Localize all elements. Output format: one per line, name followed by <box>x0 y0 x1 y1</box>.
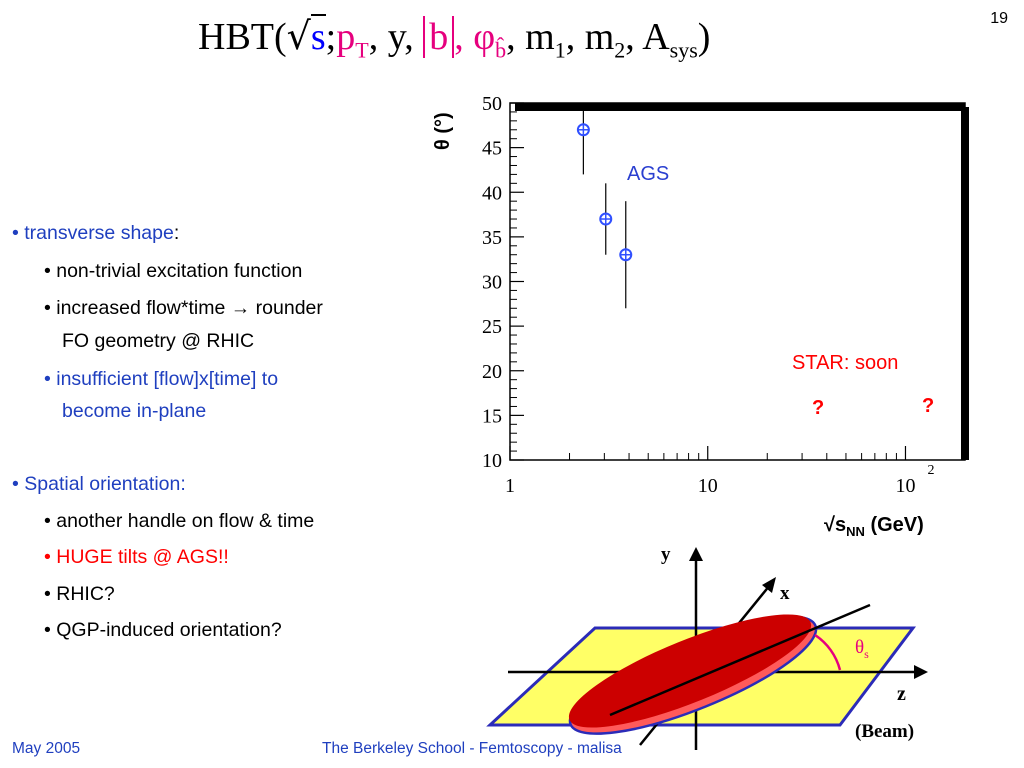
bullet-text: • increased flow*time <box>44 297 231 319</box>
y-tick-label: 40 <box>482 182 502 204</box>
y-tick-label: 15 <box>482 405 502 427</box>
footer-date: May 2005 <box>12 740 81 757</box>
formula-m1-sub: 1 <box>554 37 566 63</box>
tilt-axis <box>609 603 871 717</box>
x-tick-label: 10 <box>895 475 915 497</box>
data-points <box>576 103 633 309</box>
diagram-y-label: y <box>661 544 671 565</box>
formula-a-sub: sys <box>669 37 698 63</box>
diagram-x-label: x <box>780 583 790 604</box>
bullet-text: • transverse shape <box>12 222 174 244</box>
formula-rest1: , y, <box>368 16 414 58</box>
x-tick-label: 1 <box>505 475 515 497</box>
bullet-handle: • another handle on flow & time <box>44 510 315 532</box>
hbt-formula: HBT(√s;pT, y, b, φb̂, m1, m2, Asys) <box>198 14 838 86</box>
bullet-text: rounder <box>250 297 323 319</box>
formula-m1: , m <box>506 16 555 58</box>
formula-close: ) <box>697 16 711 58</box>
bullet-spatial-orientation: • Spatial orientation: <box>12 473 186 495</box>
footer-title: The Berkeley School - Femtoscopy - malis… <box>322 740 622 757</box>
diagram-z-label: z <box>897 683 906 705</box>
formula-pt: p <box>336 16 356 58</box>
star-soon-label: STAR: soon <box>792 352 899 374</box>
x-axis-label-unit: (GeV) <box>864 514 924 536</box>
formula-m2-sub: 2 <box>614 37 626 63</box>
y-tick-label: 50 <box>482 93 502 115</box>
ags-label: AGS <box>627 163 670 185</box>
x-axis-label-sub: NN <box>846 524 865 539</box>
z-arrowhead <box>914 665 928 679</box>
formula-m2: , m <box>565 16 615 58</box>
y-tick-label: 20 <box>482 361 502 383</box>
theta-sub: s <box>864 646 869 661</box>
question-mark-1: ? <box>812 397 825 419</box>
formula-sqrt-arg: s <box>310 14 326 58</box>
theta-symbol: θ <box>855 637 865 658</box>
x-axis-label-main: √s <box>824 514 847 536</box>
theta-arc <box>814 633 842 671</box>
question-mark-2: ? <box>922 395 935 417</box>
x-axis-label: √sNN (GeV) <box>824 514 924 539</box>
bullet-insufficient: • insufficient [flow]x[time] to <box>44 368 279 390</box>
y-axis-label: θ (°) <box>432 112 454 150</box>
orientation-diagram <box>486 547 928 750</box>
formula-prefix: HBT( <box>198 16 287 58</box>
formula-a: , A <box>625 16 670 58</box>
y-tick-label: 35 <box>482 227 502 249</box>
source-ellipse <box>568 614 812 728</box>
y-tick-label: 30 <box>482 272 502 294</box>
bullet-rhic: • RHIC? <box>44 583 115 605</box>
bullet-in-plane: become in-plane <box>62 400 207 422</box>
formula-b: b <box>423 16 455 58</box>
bullet-qgp: • QGP-induced orientation? <box>44 619 282 641</box>
bullet-colon: : <box>173 222 180 244</box>
plot-frame <box>509 102 966 461</box>
bullet-huge-tilts: • HUGE tilts @ AGS!! <box>44 546 229 568</box>
y-ticks: 10 15 20 25 30 35 40 45 50 <box>482 93 524 472</box>
y-tick-label: 25 <box>482 316 502 338</box>
formula-pt-sub: T <box>355 37 369 63</box>
bullet-transverse-shape: • transverse shape: <box>12 220 179 246</box>
beam-label: (Beam) <box>855 721 915 742</box>
arrow-icon: → <box>230 297 251 319</box>
x-tick-exponent: 2 <box>927 463 934 478</box>
formula-phi: , φ <box>454 16 496 58</box>
bullet-excitation: • non-trivial excitation function <box>44 260 303 282</box>
y-tick-label: 45 <box>482 138 502 160</box>
x-arrowhead <box>762 577 776 593</box>
bullet-flow-time: • increased flow*time → rounder <box>44 295 323 321</box>
page-number: 19 <box>990 10 1008 27</box>
y-tick-label: 10 <box>482 450 502 472</box>
x-ticks: 1 10 10 <box>505 446 966 497</box>
sqrt-sign: √ <box>286 14 311 58</box>
formula-b-letter: b <box>429 16 449 58</box>
formula-semicolon: ; <box>325 16 337 58</box>
theta-s-label: θs <box>855 637 869 662</box>
x-tick-label: 10 <box>698 475 718 497</box>
formula-phi-sub: b̂ <box>495 37 507 63</box>
y-arrowhead <box>689 547 703 561</box>
bullet-fo-geometry: FO geometry @ RHIC <box>62 330 255 352</box>
